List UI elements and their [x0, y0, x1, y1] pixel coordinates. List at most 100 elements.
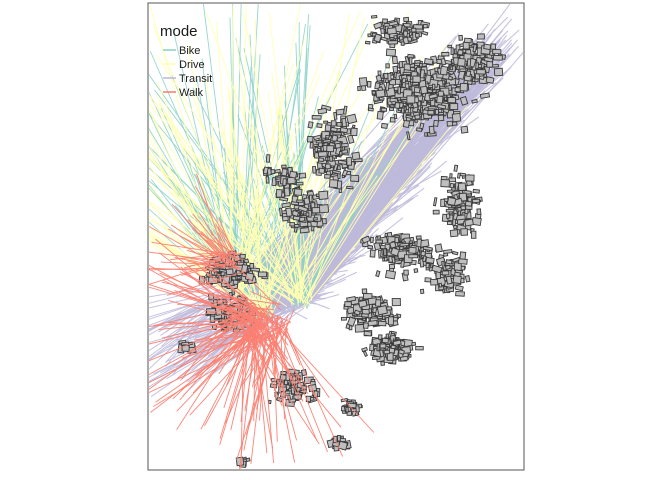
building-footprint — [367, 319, 378, 327]
bike-flow-line — [149, 113, 300, 297]
transit-flow-line — [149, 282, 231, 304]
building-footprint — [492, 49, 502, 55]
walk-flow-line — [248, 317, 254, 345]
building-footprint — [270, 169, 276, 175]
building-footprint — [451, 250, 459, 256]
building-footprint — [346, 156, 353, 166]
building-footprint — [457, 57, 466, 67]
building-footprint — [471, 98, 478, 104]
building-footprint — [440, 198, 446, 207]
building-footprint — [346, 316, 357, 327]
walk-flow-line — [210, 232, 236, 260]
walk-flow-line — [149, 225, 214, 263]
building-footprint — [295, 181, 304, 186]
building-footprint — [425, 262, 430, 269]
walk-flow-line — [149, 264, 266, 328]
building-footprint — [443, 252, 449, 257]
building-footprint — [436, 103, 447, 110]
building-footprint — [387, 72, 392, 82]
building-footprint — [464, 37, 472, 44]
building-footprint — [443, 96, 448, 101]
building-footprint — [457, 70, 466, 80]
walk-flow-line — [195, 316, 274, 376]
building-footprint — [318, 190, 329, 200]
building-footprint — [377, 320, 387, 327]
drive-flow-line — [150, 99, 300, 302]
building-footprint — [492, 54, 503, 61]
building-footprint — [312, 165, 317, 174]
building-footprint — [452, 53, 458, 59]
building-footprint — [401, 107, 405, 114]
building-footprint — [358, 299, 368, 308]
building-footprint — [445, 275, 453, 285]
building-footprint — [459, 172, 466, 177]
building-footprint — [240, 264, 249, 274]
bike-flow-line — [301, 110, 396, 302]
building-footprint — [332, 169, 342, 175]
building-footprint — [455, 290, 465, 297]
building-footprint — [332, 132, 343, 136]
building-footprint — [480, 62, 485, 69]
walk-flow-lines — [149, 173, 375, 469]
building-footprint — [433, 197, 438, 207]
building-footprint — [422, 24, 428, 29]
building-footprint — [347, 134, 355, 144]
legend: mode Bike Drive Transit Walk — [160, 23, 212, 99]
building-footprint — [357, 85, 361, 92]
building-footprint — [308, 194, 313, 203]
building-footprint — [400, 24, 405, 34]
building-footprint — [353, 309, 361, 316]
building-footprint — [465, 70, 472, 78]
building-footprint — [330, 126, 338, 133]
building-footprint — [453, 164, 459, 172]
building-footprint — [333, 111, 338, 120]
bike-flow-line — [149, 74, 305, 294]
building-footprint — [312, 217, 318, 221]
building-footprint — [315, 140, 323, 144]
building-footprint — [416, 127, 423, 132]
building-footprint — [370, 14, 378, 19]
building-footprint — [477, 33, 485, 40]
drive-flow-line — [287, 118, 427, 297]
building-footprint — [309, 142, 314, 149]
building-footprint — [472, 188, 480, 194]
building-footprint — [368, 308, 372, 314]
building-footprint — [281, 168, 288, 177]
walk-flow-line — [187, 260, 213, 268]
building-footprint — [362, 322, 369, 329]
walk-flow-line — [187, 219, 239, 270]
building-footprint — [415, 345, 424, 351]
building-footprint — [414, 59, 421, 64]
building-footprint — [290, 201, 300, 206]
building-footprint — [345, 406, 349, 413]
building-footprint — [367, 107, 374, 112]
building-footprint — [408, 246, 417, 254]
walk-flow-line — [149, 266, 232, 271]
building-footprint — [434, 109, 440, 115]
building-footprint — [428, 93, 438, 100]
building-footprint — [420, 250, 427, 257]
building-footprint — [337, 435, 341, 442]
building-footprint — [440, 179, 450, 188]
building-footprint — [316, 122, 323, 129]
walk-flow-line — [207, 323, 269, 342]
building-footprint — [431, 264, 443, 274]
building-footprint — [362, 350, 368, 357]
building-footprint — [290, 386, 296, 395]
building-footprint — [303, 197, 311, 206]
building-footprint — [232, 279, 239, 286]
building-footprint — [389, 241, 397, 249]
building-footprint — [483, 56, 494, 63]
drive-flow-line — [238, 35, 306, 286]
legend-label-transit: Transit — [179, 73, 212, 85]
building-footprint — [445, 213, 451, 220]
building-footprint — [449, 103, 459, 110]
walk-flow-line — [262, 319, 278, 366]
building-footprints — [177, 14, 507, 468]
drive-flow-line — [228, 4, 234, 283]
drive-flow-line — [241, 4, 247, 286]
walk-flow-line — [206, 239, 235, 268]
building-footprint — [379, 349, 385, 358]
building-footprint — [415, 235, 422, 240]
building-footprint — [428, 125, 435, 135]
